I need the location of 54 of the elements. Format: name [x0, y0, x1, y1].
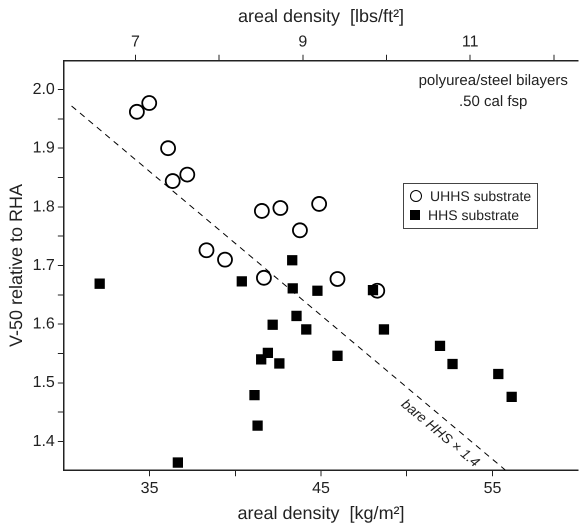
- point: [434, 340, 446, 351]
- point: [332, 350, 343, 361]
- point: [217, 252, 233, 268]
- x2-tick-label: 7: [130, 34, 140, 51]
- point: [252, 420, 263, 431]
- point: [369, 282, 386, 299]
- point: [274, 358, 284, 369]
- x-tick-label: 35: [140, 480, 159, 498]
- point: [256, 270, 272, 286]
- y-tick-label: 1.6: [32, 316, 55, 333]
- point: [179, 166, 196, 182]
- y-axis-title: V-50 relative to RHA: [6, 184, 26, 348]
- point: [254, 203, 270, 219]
- point: [378, 324, 390, 335]
- point: [506, 392, 517, 402]
- point: [292, 222, 308, 238]
- x-axis-title: areal density [kg/m²]: [237, 503, 405, 524]
- point: [288, 283, 298, 294]
- point: [249, 390, 260, 400]
- point: [447, 358, 458, 370]
- point: [262, 348, 274, 358]
- point: [272, 200, 288, 216]
- x-tick-label: 55: [484, 480, 502, 498]
- y-tick-label: 1.9: [32, 140, 55, 157]
- annotation: .50 cal fsp: [459, 92, 528, 110]
- y-tick-label: 1.4: [32, 432, 55, 450]
- point: [236, 276, 247, 286]
- y-tick-label: 1.8: [32, 198, 55, 216]
- point: [268, 320, 278, 330]
- x2-tick-label: 11: [462, 34, 479, 51]
- point: [291, 310, 302, 322]
- legend-label: UHHS substrate: [430, 186, 532, 206]
- point: [330, 271, 346, 287]
- annotation: polyurea/steel bilayers: [418, 72, 568, 89]
- point: [311, 196, 328, 212]
- point: [493, 368, 504, 380]
- point: [172, 457, 183, 468]
- legend-label: HHS substrate: [428, 206, 520, 225]
- point: [160, 140, 176, 156]
- y-tick-label: 1.7: [32, 256, 55, 274]
- x2-tick-label: 9: [298, 34, 308, 51]
- point: [301, 324, 312, 335]
- point: [141, 95, 158, 111]
- y-tick-label: 2.0: [32, 80, 55, 98]
- x2-axis-title: areal density [lbs/ft²]: [238, 6, 404, 26]
- point: [128, 104, 145, 120]
- point: [312, 286, 323, 296]
- y-tick-label: 1.5: [32, 374, 55, 392]
- point: [198, 242, 214, 258]
- point: [164, 173, 181, 189]
- point: [94, 278, 105, 289]
- point: [287, 255, 298, 266]
- x-tick-label: 45: [312, 480, 330, 498]
- annotation: bare HHS × 1.4: [398, 395, 484, 470]
